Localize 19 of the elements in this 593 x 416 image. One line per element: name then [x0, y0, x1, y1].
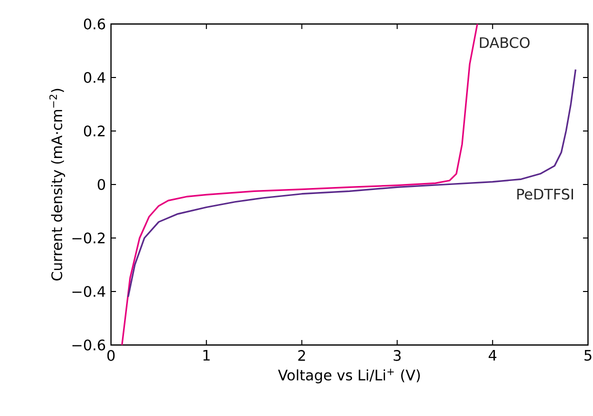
x-axis-title: Voltage vs Li/Li$^{+}$ (V) [278, 368, 420, 384]
x-tick-label: 5 [584, 350, 592, 361]
y-tick-label: −0.2 [72, 232, 105, 244]
line-series [127, 68, 576, 298]
y-tick-label: 0.4 [84, 72, 106, 83]
x-tick-label: 0 [107, 350, 115, 361]
series-label: DABCO [480, 37, 530, 48]
y-tick-label: 0.2 [84, 126, 105, 136]
line-series [121, 24, 478, 345]
x-tick-label: 2 [298, 350, 305, 361]
y-tick-label: 0.6 [84, 18, 106, 30]
y-axis-title: Current density (mA·cm$^{−2}$) [49, 88, 66, 281]
y-tick-label: −0.4 [72, 286, 106, 297]
y-tick-label: −0.6 [72, 340, 106, 350]
x-tick-label: 1 [203, 350, 210, 361]
x-tick-label: 3 [394, 350, 401, 361]
series-label: PeDTFSI [517, 188, 573, 200]
y-tick-label: 0 [98, 179, 106, 190]
x-tick-label: 4 [488, 350, 496, 361]
